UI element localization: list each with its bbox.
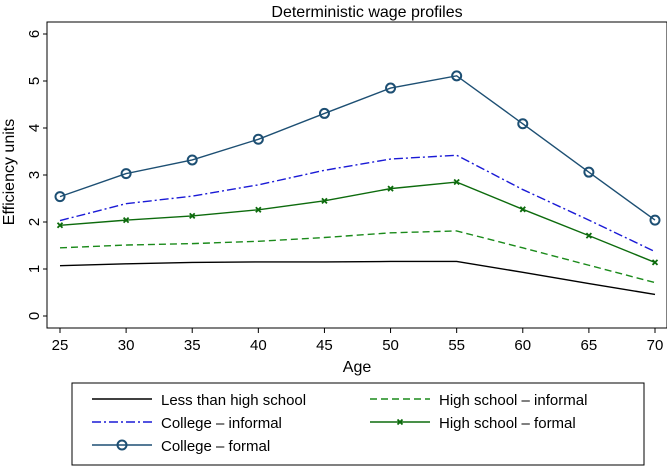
legend-label: College – formal bbox=[161, 438, 270, 455]
legend: Less than high school High school – infor… bbox=[71, 382, 645, 466]
series-line bbox=[59, 154, 656, 253]
legend-item: College – formal bbox=[92, 438, 270, 455]
data-point bbox=[387, 185, 394, 192]
x-tick-label: 65 bbox=[581, 337, 598, 354]
y-tick-label: 0 bbox=[26, 312, 43, 320]
data-point bbox=[186, 154, 198, 166]
chart-title: Deterministic wage profiles bbox=[271, 4, 462, 21]
y-tick-label: 6 bbox=[26, 30, 43, 38]
legend-label: College – informal bbox=[161, 415, 282, 432]
series-line bbox=[59, 181, 656, 264]
x-tick-label: 50 bbox=[382, 337, 399, 354]
series-2 bbox=[59, 154, 656, 253]
series-line bbox=[59, 260, 656, 296]
x-axis: 25 30 35 40 45 50 55 60 65 70 bbox=[52, 328, 664, 354]
data-point bbox=[252, 133, 264, 145]
series-4 bbox=[54, 70, 661, 226]
x-tick-label: 55 bbox=[448, 337, 465, 354]
y-axis-label: Efficiency units bbox=[1, 119, 18, 225]
data-point bbox=[318, 107, 330, 119]
legend-label: Less than high school bbox=[161, 392, 306, 409]
data-point bbox=[519, 206, 526, 213]
y-axis: 0 1 2 3 4 5 6 bbox=[26, 30, 47, 320]
y-tick-label: 1 bbox=[26, 265, 43, 273]
data-point bbox=[321, 197, 328, 204]
legend-marker bbox=[396, 418, 404, 426]
legend-box bbox=[71, 382, 645, 466]
y-tick-label: 4 bbox=[26, 124, 43, 132]
x-tick-label: 45 bbox=[316, 337, 333, 354]
data-point bbox=[255, 206, 262, 213]
data-point bbox=[517, 118, 529, 130]
data-point bbox=[651, 259, 659, 266]
data-point bbox=[453, 178, 460, 186]
y-tick-label: 2 bbox=[26, 218, 43, 226]
data-point bbox=[120, 168, 132, 180]
x-axis-label: Age bbox=[343, 359, 372, 376]
x-tick-label: 40 bbox=[250, 337, 267, 354]
legend-item: Less than high school bbox=[92, 392, 306, 409]
series-layer bbox=[54, 70, 661, 296]
series-0 bbox=[59, 260, 656, 296]
y-tick-label: 5 bbox=[26, 77, 43, 85]
y-tick-label: 3 bbox=[26, 171, 43, 179]
legend-label: High school – informal bbox=[439, 392, 587, 409]
data-point bbox=[585, 232, 593, 239]
legend-marker bbox=[116, 439, 128, 451]
legend-item: High school – formal bbox=[370, 415, 576, 432]
x-tick-label: 25 bbox=[52, 337, 69, 354]
data-point bbox=[385, 82, 397, 94]
x-tick-label: 60 bbox=[514, 337, 531, 354]
data-point bbox=[122, 216, 130, 224]
series-3 bbox=[56, 178, 659, 266]
series-line bbox=[59, 230, 656, 284]
x-tick-label: 70 bbox=[647, 337, 664, 354]
legend-item: College – informal bbox=[92, 415, 282, 432]
data-point bbox=[451, 70, 463, 82]
legend-item: High school – informal bbox=[370, 392, 587, 409]
series-1 bbox=[59, 230, 656, 284]
x-tick-label: 30 bbox=[118, 337, 135, 354]
data-point bbox=[189, 212, 196, 220]
data-point bbox=[54, 191, 66, 203]
data-point bbox=[56, 222, 64, 229]
x-tick-label: 35 bbox=[184, 337, 201, 354]
data-point bbox=[649, 214, 661, 226]
series-line bbox=[59, 75, 656, 221]
plot-frame bbox=[46, 21, 667, 329]
legend-label: High school – formal bbox=[439, 415, 576, 432]
data-point bbox=[583, 166, 595, 178]
